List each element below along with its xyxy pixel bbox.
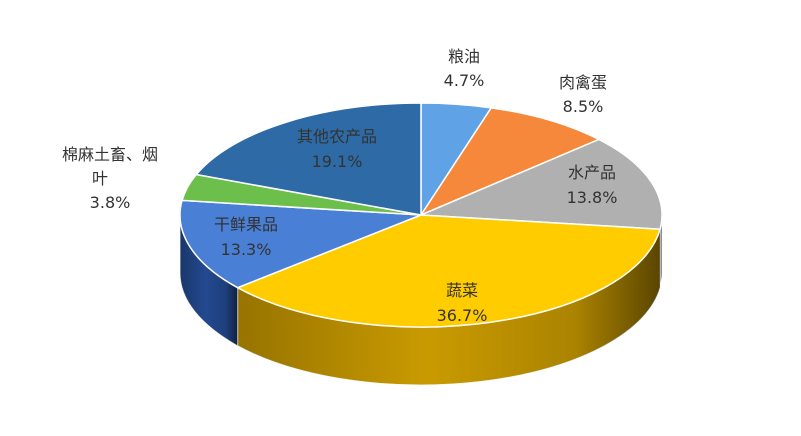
slice-value-2: 13.8% (567, 188, 618, 207)
slice-value-6: 19.1% (312, 152, 363, 171)
slice-value-0: 4.7% (444, 71, 485, 90)
pie-slice-4 (179, 199, 422, 289)
slice-label-6: 其他农产品 (297, 127, 377, 146)
pie-side-shade-3 (237, 229, 661, 386)
slice-label-4: 干鲜果品 (214, 215, 278, 234)
pie-slice-1 (420, 107, 600, 216)
pie-slice-6 (195, 102, 422, 216)
slice-value-5: 3.8% (90, 193, 131, 212)
slice-label-5-line1: 棉麻土畜、烟 (62, 145, 158, 164)
slice-label-0: 粮油 (448, 47, 480, 66)
pie-labels: 粮油 4.7% 肉禽蛋 8.5% 水产品 13.8% 蔬菜 36.7% 干鲜果品 13.3% 棉麻土… (62, 47, 617, 325)
pie-tops (179, 102, 663, 328)
slice-label-1: 肉禽蛋 (559, 73, 607, 92)
slice-label-2: 水产品 (568, 163, 616, 182)
slice-label-5-line2: 叶 (92, 169, 108, 188)
slice-label-3: 蔬菜 (446, 281, 478, 300)
pie-slice-2 (420, 138, 663, 230)
slice-value-1: 8.5% (563, 97, 604, 116)
slice-value-3: 36.7% (437, 306, 488, 325)
slice-value-4: 13.3% (221, 240, 272, 259)
pie-slice-3 (236, 214, 661, 328)
pie-side-shade-4 (180, 215, 238, 346)
